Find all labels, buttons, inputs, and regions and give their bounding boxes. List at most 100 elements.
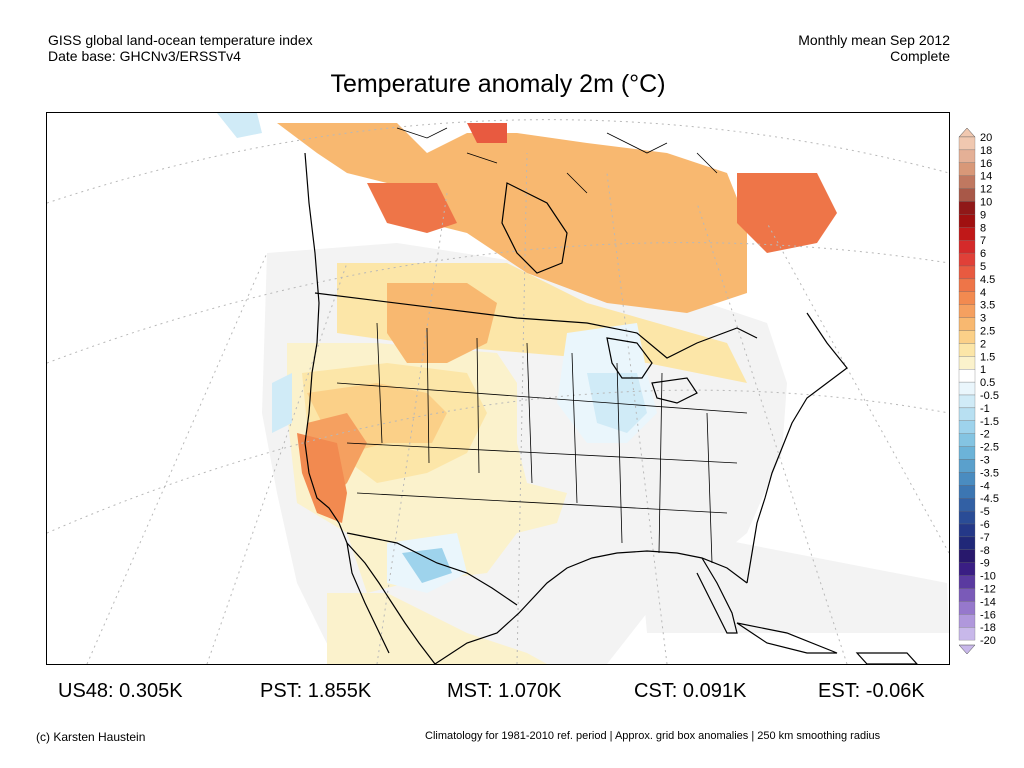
canada-us-border (314, 292, 758, 359)
climatology-note: Climatology for 1981-2010 ref. period | … (425, 730, 881, 742)
colorbar-label: 2.5 (980, 326, 995, 338)
copyright: (c) Karsten Haustein (36, 730, 146, 744)
colorbar-label: -2.5 (980, 442, 999, 454)
colorbar-cell (958, 201, 976, 215)
colorbar-label: 4.5 (980, 274, 995, 286)
anomaly-pos-1-light-mx (327, 593, 547, 664)
colorbar-cell (958, 549, 976, 563)
colorbar-label: -7 (980, 532, 990, 544)
boundaries (304, 127, 918, 664)
colorbar-label: -1.5 (980, 416, 999, 428)
colorbar-label: 1 (980, 364, 986, 376)
colorbar-label: 1.5 (980, 351, 995, 363)
arctic-islands (396, 127, 718, 194)
colorbar-cell (958, 601, 976, 615)
colorbar-label: -9 (980, 558, 990, 570)
colorbar-label: -4 (980, 480, 990, 492)
colorbar-cell (958, 343, 976, 357)
anomaly-neg-1-arctic (217, 113, 262, 138)
anomaly-shading (217, 113, 837, 664)
colorbar-label: -1 (980, 403, 990, 415)
colorbar-label: -12 (980, 584, 996, 596)
colorbar-labels: 201816141210987654.543.532.521.510.5-0.5… (980, 132, 999, 647)
graticule (47, 119, 949, 664)
colorbar-cell (958, 227, 976, 241)
colorbar-cell (958, 420, 976, 434)
hispaniola (855, 652, 918, 664)
colorbar-cell (958, 407, 976, 421)
colorbar-label: 0.5 (980, 377, 995, 389)
colorbar-cell (958, 369, 976, 383)
colorbar-cell (958, 614, 976, 628)
header-right: Monthly mean Sep 2012 Complete (798, 32, 950, 64)
cuba (736, 622, 838, 654)
colorbar-cell (958, 575, 976, 589)
stat-est: EST: -0.06K (818, 680, 925, 702)
colorbar-label: -14 (980, 596, 996, 608)
colorbar-cell (958, 136, 976, 151)
anomaly-pos-4.5-hudson (467, 123, 507, 143)
colorbar-label: 8 (980, 222, 986, 234)
colorbar-label: 16 (980, 158, 992, 170)
colorbar-cell (958, 317, 976, 331)
colorbar-cell (958, 562, 976, 576)
colorbar-label: -3.5 (980, 467, 999, 479)
colorbar-cell (958, 523, 976, 538)
colorbar-cell (958, 446, 976, 460)
colorbar-cell (958, 485, 976, 499)
stat-pst: PST: 1.855K (260, 680, 372, 702)
anomaly-neg-1-great-lakes (587, 373, 647, 433)
anomaly-pos-4-canada (367, 183, 457, 233)
colorbar-cell (958, 291, 976, 305)
colorbar-cell (958, 536, 976, 550)
anomaly-pos-2.5 (387, 283, 497, 363)
colorbar-cell (958, 304, 976, 318)
colorbar-cell (958, 252, 976, 267)
colorbar-cell (958, 265, 976, 280)
colorbar-label: 9 (980, 209, 986, 221)
colorbar-label: -3 (980, 455, 990, 467)
state-lines-1 (376, 322, 713, 564)
anomaly-pos-3-california (297, 433, 347, 523)
period-label: Monthly mean Sep 2012 (798, 32, 950, 48)
colorbar-label: -16 (980, 609, 996, 621)
colorbar-top-arrow (958, 128, 976, 138)
colorbar-cell (958, 433, 976, 447)
colorbar-label: 3 (980, 313, 986, 325)
atlantic-coastline (746, 312, 848, 584)
colorbar-label: -20 (980, 635, 996, 647)
anomaly-neg-1-mexico (402, 548, 452, 583)
colorbar-label: -4.5 (980, 493, 999, 505)
colorbar-label: -8 (980, 545, 990, 557)
colorbar-label: 14 (980, 171, 992, 183)
florida (696, 557, 738, 634)
dataset-title: GISS global land-ocean temperature index (48, 32, 313, 48)
colorbar-label: 20 (980, 132, 992, 144)
colorbar-label: 6 (980, 248, 986, 260)
colorbar-cell (958, 162, 976, 176)
map-canvas (47, 113, 949, 664)
colorbar-cell (958, 214, 976, 228)
colorbar-cell (958, 498, 976, 512)
colorbar-label: -10 (980, 571, 996, 583)
pacific-coastline (304, 152, 436, 664)
region-stats: US48: 0.305K PST: 1.855K MST: 1.070K CST… (0, 680, 1024, 704)
hudson-bay (501, 182, 568, 274)
colorbar-cell (958, 627, 976, 641)
colorbar-label: -2 (980, 429, 990, 441)
colorbar-cell (958, 240, 976, 254)
completeness-label: Complete (890, 48, 950, 64)
stat-cst: CST: 0.091K (634, 680, 747, 702)
colorbar-cell (958, 330, 976, 344)
colorbar-label: 12 (980, 184, 992, 196)
colorbar-label: 7 (980, 235, 986, 247)
anomaly-map (46, 112, 950, 665)
colorbar-label: 3.5 (980, 300, 995, 312)
anomaly-pos-2.5-canada-north (277, 123, 747, 313)
colorbar-label: -6 (980, 519, 990, 531)
baja-coastline (346, 542, 390, 654)
colorbar-cell (958, 588, 976, 602)
colorbar-label: 18 (980, 145, 992, 157)
colorbar-cell (958, 394, 976, 409)
colorbar-cell (958, 510, 976, 525)
